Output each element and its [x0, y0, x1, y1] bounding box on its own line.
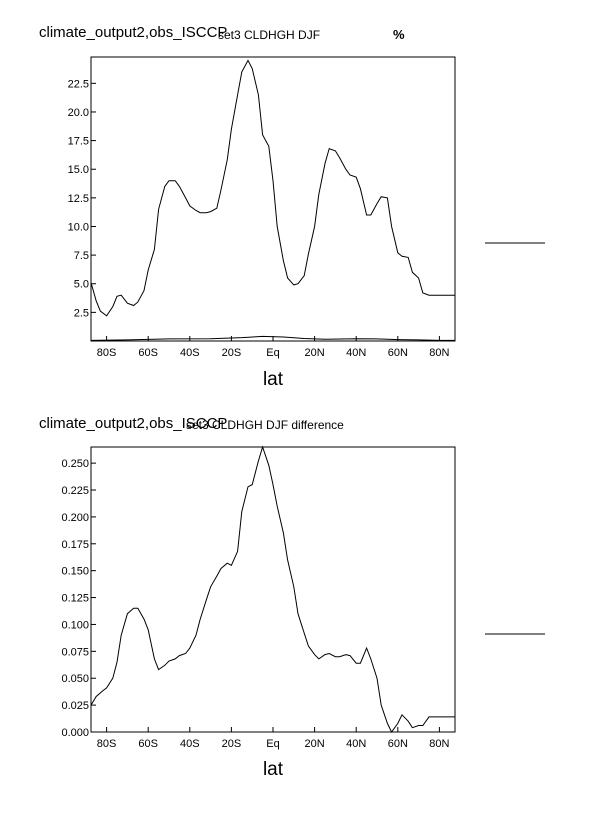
x-tick-label: 60N: [388, 347, 408, 359]
y-tick-label: 0.225: [61, 485, 89, 497]
y-tick-label: 0.050: [61, 673, 89, 685]
panel-bottom-xlabel: lat: [263, 759, 284, 780]
x-tick-label: 60S: [138, 347, 158, 359]
y-tick-label: 7.5: [74, 250, 89, 262]
y-tick-label: 0.025: [61, 700, 89, 712]
series-line-1: [90, 445, 455, 733]
panel-bottom-y-axis: 0.000 0.025 0.050 0.075 0.100 0.125 0.150 0.175…: [61, 458, 96, 739]
y-tick-label: 0.200: [61, 512, 89, 524]
y-tick-label: 0.000: [61, 727, 89, 739]
panel-top-title-center: set3 CLDHGH DJF: [218, 28, 320, 42]
x-tick-label: 80S: [97, 738, 117, 750]
y-tick-label: 0.250: [61, 458, 89, 470]
panel-bottom-series: [90, 445, 455, 733]
y-tick-label: 12.5: [68, 193, 89, 205]
panel-top-plot-frame: [90, 56, 456, 342]
x-tick-label: 60S: [138, 738, 158, 750]
x-tick-label: Eq: [266, 738, 279, 750]
y-tick-label: 22.5: [68, 78, 89, 90]
panel-top-y-axis: 2.5 5.0 7.5 10.0 12.5 15.0 17.5 20.0 22.5: [68, 78, 96, 319]
x-tick-label: 20S: [222, 738, 242, 750]
panel-bottom: climate_output2,obs_ISCCP set3 CLDHGH DJ…: [39, 415, 545, 780]
y-tick-label: 0.150: [61, 566, 89, 578]
y-tick-label: 15.0: [68, 164, 89, 176]
series-line-1: [90, 59, 455, 317]
panel-bottom-plot-frame: [90, 446, 456, 733]
x-tick-label: 80N: [429, 347, 449, 359]
panel-top-units: %: [393, 27, 405, 42]
y-tick-label: 10.0: [68, 221, 89, 233]
x-tick-label: 40N: [346, 347, 366, 359]
panel-bottom-title-center: set3 CLDHGH DJF difference: [186, 418, 344, 432]
series-line-2: [90, 335, 455, 341]
x-tick-label: Eq: [266, 347, 279, 359]
x-tick-label: 40N: [346, 738, 366, 750]
panel-top-title-left: climate_output2,obs_ISCCP: [39, 24, 227, 41]
panel-top-xlabel: lat: [263, 369, 284, 390]
y-tick-label: 17.5: [68, 136, 89, 148]
x-tick-label: 20S: [222, 347, 242, 359]
x-tick-label: 80N: [429, 738, 449, 750]
x-tick-label: 40S: [180, 347, 200, 359]
panel-top-series: [90, 59, 455, 341]
y-tick-label: 0.175: [61, 539, 89, 551]
x-tick-label: 60N: [388, 738, 408, 750]
y-tick-label: 0.100: [61, 619, 89, 631]
x-tick-label: 40S: [180, 738, 200, 750]
panel-top: climate_output2,obs_ISCCP set3 CLDHGH DJ…: [39, 24, 545, 390]
panel-bottom-title-left: climate_output2,obs_ISCCP: [39, 415, 227, 432]
y-tick-label: 2.5: [74, 307, 89, 319]
y-tick-label: 20.0: [68, 107, 89, 119]
x-tick-label: 20N: [305, 347, 325, 359]
y-tick-label: 5.0: [74, 279, 89, 291]
panel-bottom-x-axis: 80S 60S 40S 20S Eq 20N 40N 60N 80N: [97, 727, 450, 750]
x-tick-label: 80S: [97, 347, 117, 359]
x-tick-label: 20N: [305, 738, 325, 750]
y-tick-label: 0.075: [61, 646, 89, 658]
y-tick-label: 0.125: [61, 593, 89, 605]
